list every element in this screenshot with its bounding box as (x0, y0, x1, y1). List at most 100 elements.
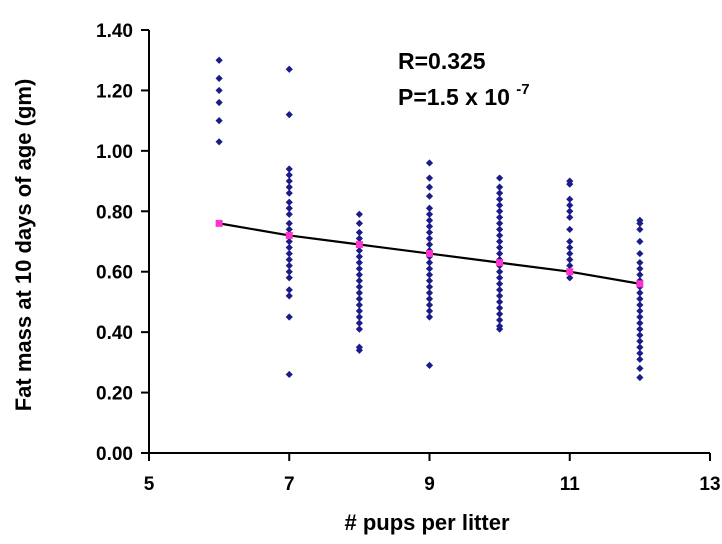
data-point (425, 210, 434, 218)
data-point (636, 265, 644, 273)
data-point (636, 295, 644, 303)
data-point (285, 65, 293, 73)
fit-marker (496, 259, 504, 267)
data-point (215, 74, 223, 82)
data-point (496, 286, 504, 294)
data-point (636, 271, 644, 279)
data-point (285, 189, 293, 197)
data-point (425, 265, 434, 273)
data-point (425, 240, 434, 249)
data-point (496, 325, 504, 333)
data-point (496, 207, 504, 215)
y-tick-label: 1.00 (96, 142, 133, 163)
data-point (355, 228, 363, 237)
data-point (425, 277, 434, 285)
axes: 0.00 0.20 0.40 0.60 0.80 1.00 1.20 1.40 5 7 9 11 13 (96, 21, 721, 495)
fit-marker (636, 280, 644, 288)
data-point (355, 277, 363, 285)
y-tick-label: 0.40 (96, 323, 133, 344)
data-point (355, 271, 363, 279)
x-tick-label: 5 (144, 474, 155, 495)
data-point (425, 192, 434, 200)
y-tick-label: 1.40 (96, 21, 133, 42)
data-point (496, 174, 504, 182)
data-point (636, 349, 644, 357)
data-point (636, 373, 644, 382)
data-point (285, 249, 293, 258)
data-point (355, 325, 363, 333)
y-tick-label: 1.20 (96, 81, 133, 102)
data-point (636, 325, 644, 333)
x-axis-title: # pups per litter (344, 510, 509, 535)
data-point (425, 228, 434, 237)
data-point (355, 253, 363, 261)
data-point (285, 111, 293, 119)
data-point (285, 204, 293, 212)
data-point (285, 225, 293, 234)
data-point (425, 361, 434, 369)
y-axis-title: Fat mass at 10 days of age (gm) (11, 79, 36, 412)
data-point (566, 213, 574, 221)
data-point (215, 86, 223, 95)
data-point (566, 274, 574, 282)
data-point (636, 307, 644, 315)
y-tick-label: 0.80 (96, 202, 133, 223)
data-point (566, 249, 574, 258)
data-point (496, 195, 504, 203)
data-point (355, 265, 363, 273)
data-point (285, 219, 293, 227)
data-point (425, 234, 434, 243)
data-point (496, 237, 504, 246)
y-tick-label: 0.20 (96, 384, 133, 405)
x-axis-ticks: 5 7 9 11 13 (144, 453, 721, 495)
data-point (425, 283, 434, 291)
data-point (636, 319, 644, 327)
data-point (425, 216, 434, 224)
data-point (355, 319, 363, 327)
data-point (425, 259, 434, 267)
data-point (425, 174, 434, 182)
data-point (496, 316, 504, 324)
data-point (566, 180, 574, 188)
data-point (215, 56, 223, 64)
data-point (566, 207, 574, 215)
x-tick-label: 7 (284, 474, 295, 495)
data-point (425, 159, 434, 167)
data-point (496, 310, 504, 318)
data-point (566, 243, 574, 252)
data-point (566, 201, 574, 209)
data-point (496, 183, 504, 191)
regression-fit (215, 219, 644, 288)
data-point (425, 313, 434, 321)
data-point (566, 262, 574, 270)
data-point (496, 225, 504, 234)
data-point (215, 138, 223, 146)
p-value-annotation: P=1.5 x 10 -7 (398, 81, 530, 110)
data-point (566, 256, 574, 264)
data-point (566, 237, 574, 246)
data-point (496, 268, 504, 276)
data-point (285, 183, 293, 191)
data-point (496, 249, 504, 258)
data-point (285, 286, 293, 294)
data-point (285, 274, 293, 282)
data-point (425, 271, 434, 279)
data-point (215, 98, 223, 107)
data-point (425, 307, 434, 315)
data-point (355, 259, 363, 267)
data-point (285, 198, 293, 206)
data-point (566, 195, 574, 203)
fit-marker (215, 219, 223, 227)
data-point (496, 243, 504, 252)
data-point (636, 364, 644, 372)
data-point (566, 225, 574, 234)
data-point (496, 189, 504, 197)
data-point (285, 292, 293, 300)
data-point (425, 295, 434, 303)
data-point (285, 313, 293, 321)
fit-marker (285, 231, 293, 239)
data-point (355, 219, 363, 227)
fit-marker (566, 268, 574, 276)
p-value-exponent: -7 (516, 81, 529, 98)
